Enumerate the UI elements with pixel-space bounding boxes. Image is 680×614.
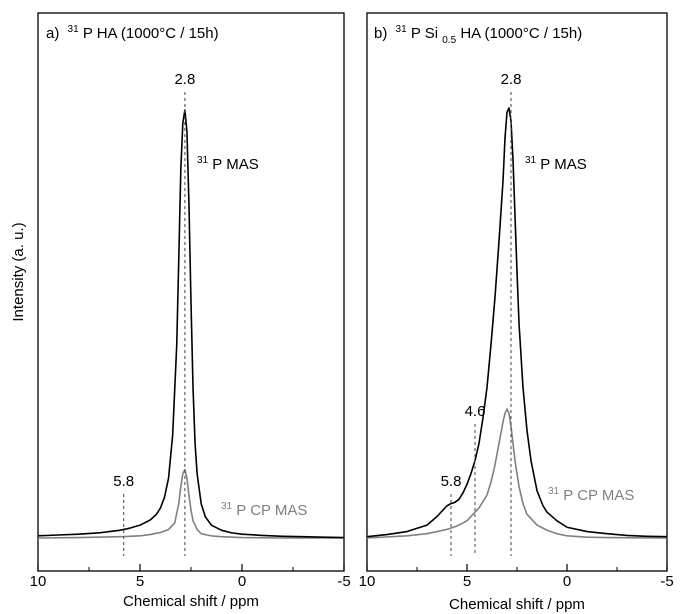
panel-a-mas-line xyxy=(37,109,345,539)
panel-b-cp-mas-line xyxy=(366,408,668,539)
panel-a-x-tick-label: 5 xyxy=(136,573,144,590)
panel-a-letter: a) xyxy=(46,25,59,42)
panel-a-x-tick-label: -5 xyxy=(337,573,350,590)
panel-b-title-before: P Si xyxy=(411,25,438,42)
panel-a-mas-label: 31 P MAS xyxy=(197,150,259,173)
panel-a-cp-label-sup: 31 xyxy=(221,501,233,512)
panel-b-title: b) 31 P Si 0.5 HA (1000°C / 15h) xyxy=(374,19,582,47)
panel-a-peak-label: 2.8 xyxy=(174,71,195,88)
panel-b-peak-label: 5.8 xyxy=(441,473,462,490)
panel-b-peak-label: 2.8 xyxy=(501,71,522,88)
panel-b-title-after: HA (1000°C / 15h) xyxy=(460,25,582,42)
panel-b-peak-label: 4.6 xyxy=(465,403,486,420)
panel-b-mas-label: 31 P MAS xyxy=(525,150,587,173)
panel-a-cp-mas-line xyxy=(37,468,344,539)
panel-b-x-tick-label: 10 xyxy=(359,573,376,590)
panel-b-x-tick-label: 0 xyxy=(563,573,571,590)
panel-b-mas-label-text: P MAS xyxy=(540,156,586,173)
panel-b-mas-line xyxy=(366,107,668,538)
panel-a-mas-label-sup: 31 xyxy=(197,155,209,166)
panel-a-x-tick-label: 0 xyxy=(238,573,246,590)
chart-marks: 10 5 0 -5 2.8 5.8 10 5 0 -5 2.8 4.6 5.8 xyxy=(30,71,674,590)
panel-b-mas-label-sup: 31 xyxy=(525,155,537,166)
panel-b-title-sup: 31 xyxy=(396,24,408,35)
panel-b-letter: b) xyxy=(374,25,387,42)
panel-a-x-tick-label: 10 xyxy=(30,573,47,590)
panel-a-cp-label-text: P CP MAS xyxy=(236,502,307,519)
y-axis-label: Intensity (a. u.) xyxy=(10,222,27,321)
panel-a-title-sup: 31 xyxy=(68,24,80,35)
panel-a-peak-label: 5.8 xyxy=(113,473,134,490)
panel-a-mas-label-text: P MAS xyxy=(212,156,258,173)
panel-a-x-axis-label: Chemical shift / ppm xyxy=(123,593,259,610)
panel-b-cp-label: 31 P CP MAS xyxy=(548,481,634,504)
panel-b-cp-label-sup: 31 xyxy=(548,486,560,497)
panel-b-title-sub: 0.5 xyxy=(442,35,456,46)
panel-a-cp-label: 31 P CP MAS xyxy=(221,496,307,519)
panel-b-x-tick-label: -5 xyxy=(660,573,673,590)
panel-a-title: a) 31 P HA (1000°C / 15h) xyxy=(46,19,219,42)
panel-b-cp-label-text: P CP MAS xyxy=(563,487,634,504)
panel-b-x-tick-label: 5 xyxy=(463,573,471,590)
panel-b-x-axis-label: Chemical shift / ppm xyxy=(449,596,585,613)
panel-a-title-text: P HA (1000°C / 15h) xyxy=(83,25,219,42)
